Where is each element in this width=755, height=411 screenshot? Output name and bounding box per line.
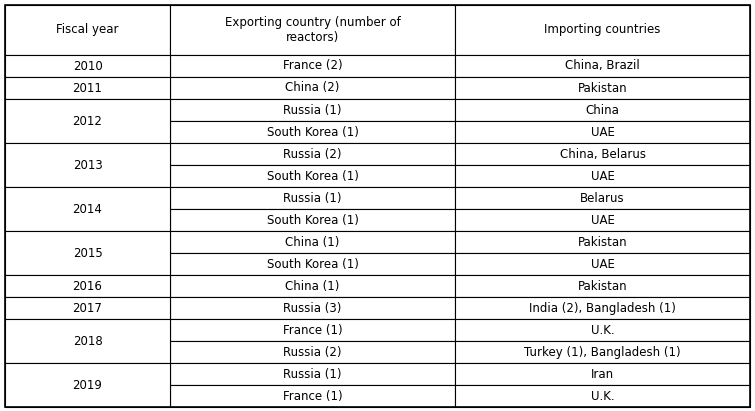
Text: 2017: 2017 [72, 302, 103, 314]
Bar [170, 231, 455, 253]
Text: UAE: UAE [590, 258, 615, 270]
Bar [455, 143, 750, 165]
Text: France (2): France (2) [282, 60, 342, 72]
Bar [455, 385, 750, 407]
Bar [455, 55, 750, 77]
Bar [5, 297, 170, 319]
Text: South Korea (1): South Korea (1) [267, 169, 359, 182]
Bar [455, 363, 750, 385]
Text: 2015: 2015 [72, 247, 103, 259]
Text: France (1): France (1) [282, 390, 342, 402]
Bar [5, 187, 170, 231]
Text: 2018: 2018 [72, 335, 103, 347]
Bar [170, 363, 455, 385]
Bar [455, 209, 750, 231]
Bar [170, 165, 455, 187]
Text: UAE: UAE [590, 169, 615, 182]
Text: Importing countries: Importing countries [544, 23, 661, 37]
Text: India (2), Bangladesh (1): India (2), Bangladesh (1) [529, 302, 676, 314]
Text: 2011: 2011 [72, 81, 103, 95]
Bar [170, 121, 455, 143]
Bar [170, 385, 455, 407]
Text: Russia (2): Russia (2) [283, 148, 342, 161]
Bar [170, 253, 455, 275]
Text: Russia (3): Russia (3) [283, 302, 342, 314]
Text: UAE: UAE [590, 125, 615, 139]
Text: 2012: 2012 [72, 115, 103, 127]
Text: 2013: 2013 [72, 159, 103, 171]
Text: Pakistan: Pakistan [578, 81, 627, 95]
Bar [455, 187, 750, 209]
Bar [170, 99, 455, 121]
Text: Russia (1): Russia (1) [283, 192, 342, 205]
Text: Belarus: Belarus [580, 192, 625, 205]
Bar [5, 231, 170, 275]
Bar [5, 363, 170, 407]
Bar [5, 275, 170, 297]
Text: Turkey (1), Bangladesh (1): Turkey (1), Bangladesh (1) [524, 346, 681, 358]
Bar [455, 165, 750, 187]
Bar [5, 319, 170, 363]
Text: China, Brazil: China, Brazil [565, 60, 640, 72]
Text: South Korea (1): South Korea (1) [267, 125, 359, 139]
Text: Fiscal year: Fiscal year [57, 23, 119, 37]
Text: China (2): China (2) [285, 81, 340, 95]
Text: 2016: 2016 [72, 279, 103, 293]
Text: Iran: Iran [591, 367, 614, 381]
Text: China (1): China (1) [285, 236, 340, 249]
Bar [455, 341, 750, 363]
Text: South Korea (1): South Korea (1) [267, 213, 359, 226]
Bar [170, 341, 455, 363]
Text: Russia (1): Russia (1) [283, 104, 342, 116]
Bar [455, 231, 750, 253]
Bar [170, 55, 455, 77]
Text: China: China [586, 104, 619, 116]
Text: China (1): China (1) [285, 279, 340, 293]
Bar [170, 297, 455, 319]
Bar [170, 187, 455, 209]
Text: China, Belarus: China, Belarus [559, 148, 646, 161]
Bar [5, 99, 170, 143]
Bar [5, 5, 170, 55]
Bar [455, 99, 750, 121]
Text: Russia (2): Russia (2) [283, 346, 342, 358]
Bar [455, 275, 750, 297]
Text: Pakistan: Pakistan [578, 279, 627, 293]
Text: 2014: 2014 [72, 203, 103, 215]
Bar [170, 5, 455, 55]
Bar [5, 77, 170, 99]
Text: 2019: 2019 [72, 379, 103, 392]
Bar [455, 77, 750, 99]
Bar [170, 275, 455, 297]
Text: South Korea (1): South Korea (1) [267, 258, 359, 270]
Bar [5, 55, 170, 77]
Bar [170, 209, 455, 231]
Text: UAE: UAE [590, 213, 615, 226]
Text: France (1): France (1) [282, 323, 342, 337]
Bar [455, 297, 750, 319]
Text: Pakistan: Pakistan [578, 236, 627, 249]
Text: U.K.: U.K. [590, 323, 615, 337]
Bar [5, 143, 170, 187]
Text: Exporting country (number of
reactors): Exporting country (number of reactors) [225, 16, 400, 44]
Bar [455, 5, 750, 55]
Bar [170, 319, 455, 341]
Bar [455, 319, 750, 341]
Bar [170, 77, 455, 99]
Bar [455, 121, 750, 143]
Text: Russia (1): Russia (1) [283, 367, 342, 381]
Text: 2010: 2010 [72, 60, 103, 72]
Text: U.K.: U.K. [590, 390, 615, 402]
Bar [455, 253, 750, 275]
Bar [170, 143, 455, 165]
